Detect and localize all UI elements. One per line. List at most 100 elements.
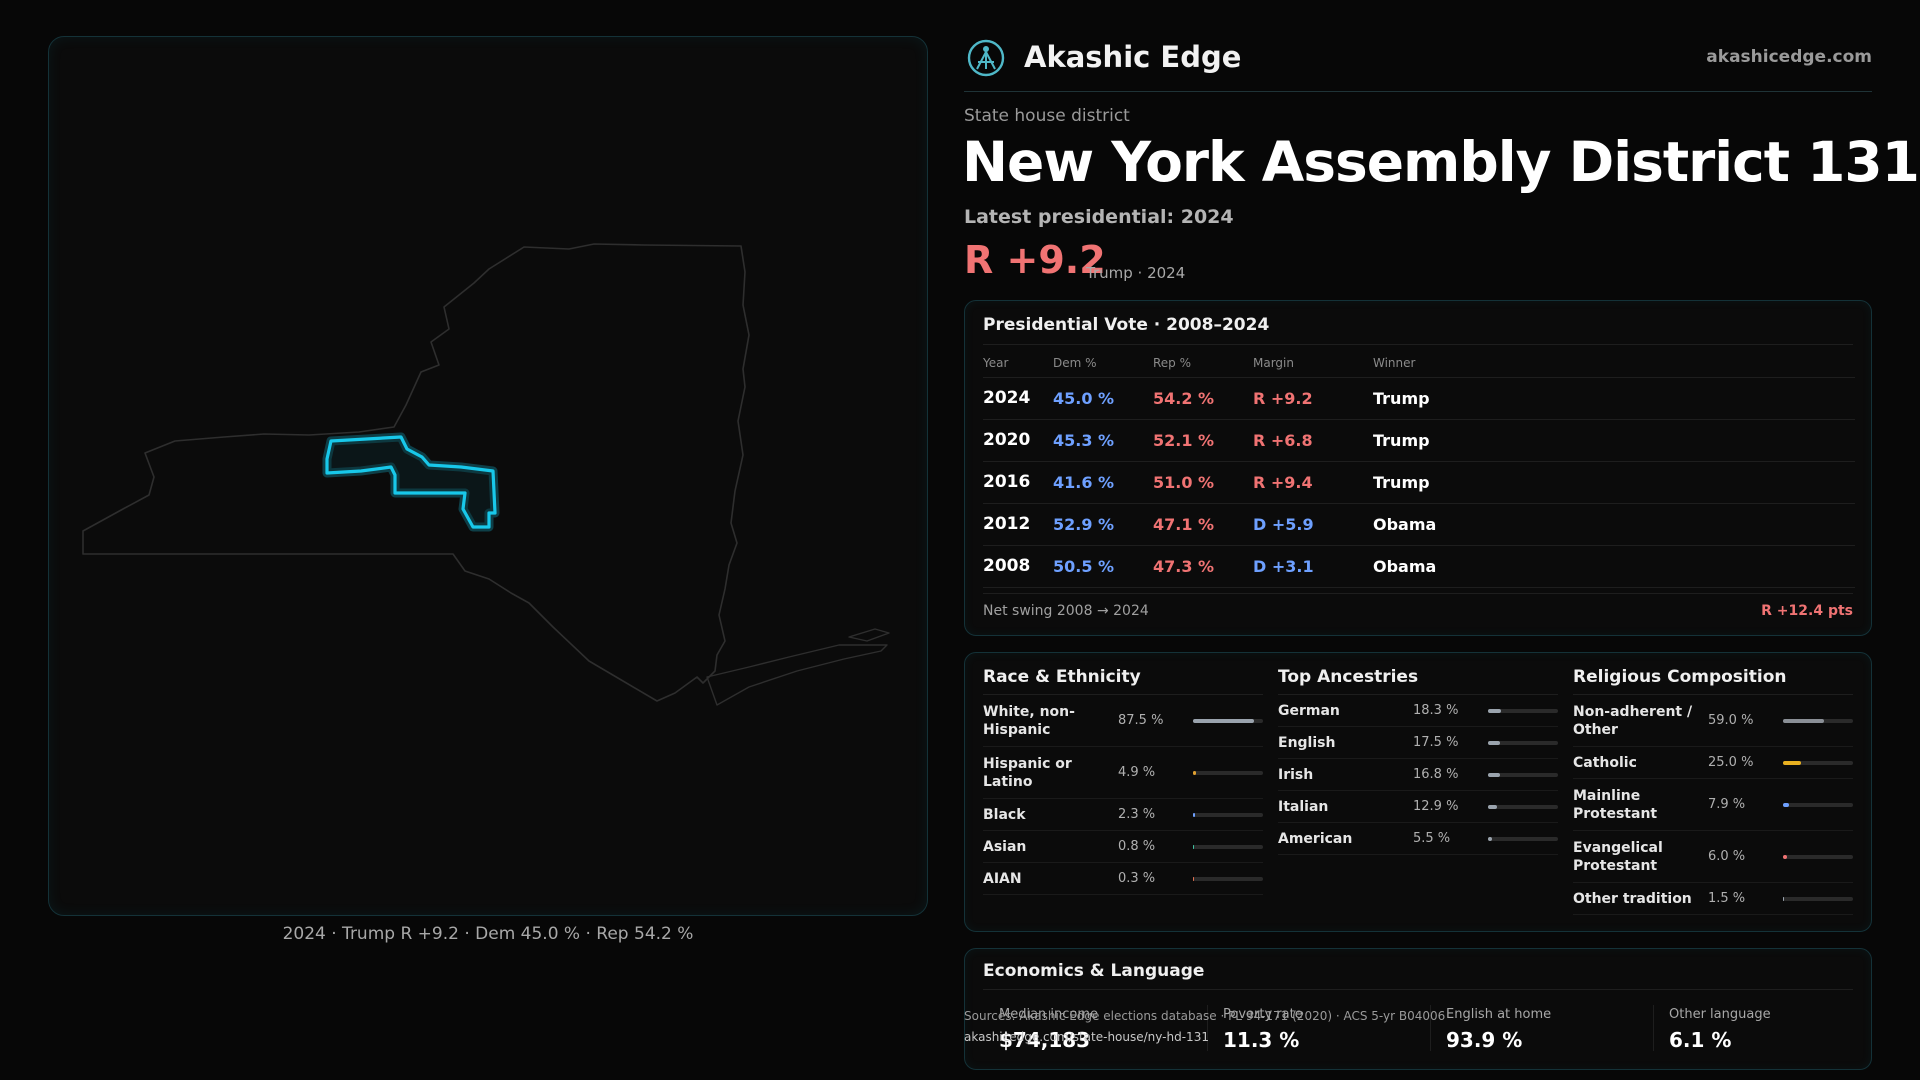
column-header-margin: Margin [1253, 349, 1373, 378]
margin-cell: R +6.8 [1253, 419, 1373, 462]
demo-row-bar-track [1193, 876, 1263, 881]
demo-row-bar-fill [1783, 760, 1801, 765]
winner-cell: Trump [1373, 377, 1855, 420]
demo-row-label: English [1278, 734, 1336, 751]
other-language-stat: Other language 6.1 % [1669, 1007, 1869, 1063]
margin-cell: R +9.4 [1253, 461, 1373, 504]
district-131-outline[interactable] [325, 435, 497, 529]
demo-row-bar-fill [1193, 812, 1195, 817]
demo-row-bar-fill [1488, 708, 1501, 713]
median-income-label: Median income [999, 1007, 1099, 1022]
demo-row-bar-track [1193, 812, 1263, 817]
demo-row-bar-track [1488, 772, 1558, 777]
column-header-rep: Rep % [1153, 349, 1253, 378]
demo-row-bar-fill [1193, 844, 1195, 849]
demo-row-label: American [1278, 830, 1353, 847]
demo-row-bar-fill [1488, 772, 1500, 777]
demo-row-percent: 2.3 % [1118, 807, 1156, 822]
brand-header: Akashic Edge akashicedge.com [964, 36, 1872, 92]
page-title: New York Assembly District 131 [962, 130, 1920, 194]
table-row: 2012 52.9 % 47.1 % D +5.9 Obama [983, 503, 1855, 546]
year-cell: 2024 [983, 377, 1053, 420]
rep-pct-cell: 47.1 % [1153, 503, 1253, 546]
demo-row-label: White, non-Hispanic [983, 703, 1075, 738]
demo-row-label: Non-adherent / Other [1573, 703, 1693, 738]
english-at-home-label: English at home [1446, 1007, 1552, 1022]
list-item: Italian 12.9 % [1278, 791, 1558, 823]
latest-presidential-label: Latest presidential: 2024 [964, 206, 1234, 228]
brand-name: Akashic Edge [1024, 40, 1242, 74]
demo-row-percent: 18.3 % [1413, 703, 1459, 718]
net-swing-label: Net swing 2008 → 2024 [983, 603, 1149, 619]
demo-row-label: Evangelical Protestant [1573, 839, 1663, 874]
list-item: AIAN 0.3 % [983, 863, 1263, 895]
long-island-outline [706, 628, 890, 706]
margin-cell: D +3.1 [1253, 545, 1373, 588]
demo-row-bar-track [1783, 718, 1853, 723]
demo-row-percent: 16.8 % [1413, 767, 1459, 782]
demo-row-bar-track [1488, 740, 1558, 745]
demo-row-label: AIAN [983, 870, 1022, 887]
top-ancestries-title: Top Ancestries [1278, 667, 1558, 695]
state-map [82, 243, 890, 706]
demo-row-bar-track [1193, 770, 1263, 775]
akashic-edge-logo-icon [967, 39, 1005, 77]
religious-composition-title: Religious Composition [1573, 667, 1853, 695]
brand-url-link[interactable]: akashicedge.com [1706, 47, 1872, 67]
state-outline [82, 243, 750, 702]
year-cell: 2012 [983, 503, 1053, 546]
demo-row-bar-fill [1193, 876, 1195, 881]
list-item: Non-adherent / Other 59.0 % [1573, 695, 1853, 747]
demo-row-label: Italian [1278, 798, 1329, 815]
demo-row-percent: 0.3 % [1118, 871, 1156, 886]
demo-row-bar-track [1488, 836, 1558, 841]
demo-row-bar-fill [1488, 740, 1501, 745]
dem-pct-cell: 41.6 % [1053, 461, 1153, 504]
source-url-link[interactable]: akashicedge.com/state-house/ny-hd-131 [964, 1030, 1209, 1044]
religious-composition-section: Religious Composition Non-adherent / Oth… [1573, 667, 1853, 915]
demo-row-label: Mainline Protestant [1573, 787, 1658, 822]
demo-row-bar-fill [1783, 854, 1788, 859]
winner-cell: Obama [1373, 503, 1855, 546]
list-item: Hispanic or Latino 4.9 % [983, 747, 1263, 799]
list-item: Irish 16.8 % [1278, 759, 1558, 791]
presidential-vote-title: Presidential Vote · 2008–2024 [983, 315, 1270, 335]
demo-row-bar-track [1783, 802, 1853, 807]
other-language-value: 6.1 % [1669, 1028, 1732, 1052]
demo-row-percent: 87.5 % [1118, 713, 1164, 728]
rep-pct-cell: 47.3 % [1153, 545, 1253, 588]
latest-margin-value: R +9.2 [964, 238, 1106, 282]
map-panel[interactable] [48, 36, 928, 916]
presidential-vote-table: Year Dem % Rep % Margin Winner 2024 45.0 … [983, 349, 1855, 588]
demo-row-percent: 6.0 % [1708, 849, 1746, 864]
median-income-stat: Median income $74,183 [999, 1007, 1199, 1063]
winner-cell: Obama [1373, 545, 1855, 588]
margin-cell: R +9.2 [1253, 377, 1373, 420]
demo-row-bar-fill [1193, 718, 1255, 723]
race-ethnicity-section: Race & Ethnicity White, non-Hispanic 87.5… [983, 667, 1263, 895]
median-income-value: $74,183 [999, 1028, 1091, 1052]
english-at-home-stat: English at home 93.9 % [1446, 1007, 1646, 1063]
table-header-row: Year Dem % Rep % Margin Winner [983, 349, 1855, 378]
table-row: 2024 45.0 % 54.2 % R +9.2 Trump [983, 377, 1855, 420]
demo-row-bar-track [1193, 844, 1263, 849]
list-item: Black 2.3 % [983, 799, 1263, 831]
demo-row-bar-fill [1193, 770, 1197, 775]
poverty-rate-stat: Poverty rate 11.3 % [1223, 1007, 1423, 1063]
demo-row-label: Hispanic or Latino [983, 755, 1072, 790]
demo-row-bar-track [1783, 760, 1853, 765]
list-item: American 5.5 % [1278, 823, 1558, 855]
demo-row-percent: 25.0 % [1708, 755, 1754, 770]
column-header-year: Year [983, 349, 1053, 378]
demo-row-bar-fill [1488, 836, 1492, 841]
winner-cell: Trump [1373, 419, 1855, 462]
demo-row-percent: 17.5 % [1413, 735, 1459, 750]
rep-pct-cell: 51.0 % [1153, 461, 1253, 504]
list-item: Asian 0.8 % [983, 831, 1263, 863]
dem-pct-cell: 50.5 % [1053, 545, 1153, 588]
poverty-rate-value: 11.3 % [1223, 1028, 1300, 1052]
dem-pct-cell: 45.3 % [1053, 419, 1153, 462]
demo-row-label: Catholic [1573, 754, 1637, 771]
source-text: Sources: Akashic Edge elections database… [964, 1009, 1446, 1023]
list-item: Evangelical Protestant 6.0 % [1573, 831, 1853, 883]
